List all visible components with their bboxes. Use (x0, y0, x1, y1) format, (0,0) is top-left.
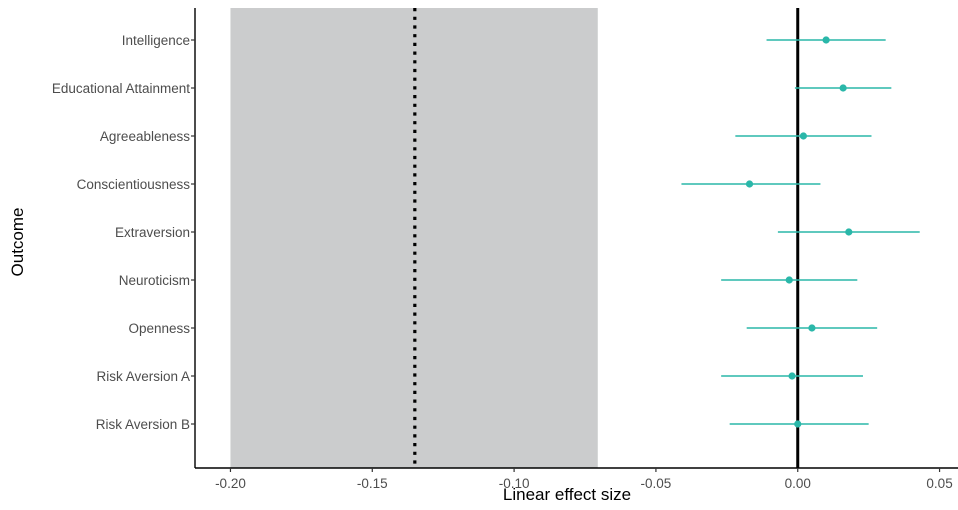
y-tick-label: Openness (128, 321, 190, 336)
shaded-region (230, 8, 598, 468)
estimate-point (785, 276, 793, 284)
y-tick-label: Risk Aversion A (96, 369, 190, 384)
y-tick-label: Conscientiousness (77, 177, 191, 192)
x-tick-label: 0.05 (926, 476, 952, 491)
y-tick-label: Risk Aversion B (96, 417, 190, 432)
estimate-point (794, 420, 802, 428)
y-tick-label: Neuroticism (119, 273, 190, 288)
y-tick-label: Intelligence (122, 33, 190, 48)
estimate-point (799, 132, 808, 140)
estimate-point (745, 180, 754, 188)
estimate-point (839, 84, 847, 92)
x-tick-label: 0.00 (785, 476, 811, 491)
y-tick-label: Agreeableness (100, 129, 190, 144)
x-axis-title: Linear effect size (503, 485, 631, 504)
x-tick-label: -0.20 (215, 476, 246, 491)
x-tick-label: -0.15 (357, 476, 388, 491)
y-tick-label: Extraversion (115, 225, 190, 240)
estimate-point (788, 372, 796, 380)
y-axis-title: Outcome (8, 208, 27, 277)
estimate-point (808, 324, 816, 332)
estimate-point (845, 228, 853, 236)
y-tick-label: Educational Attainment (52, 81, 190, 96)
estimate-point (822, 36, 830, 44)
x-tick-label: -0.10 (499, 476, 530, 491)
x-tick-label: -0.05 (641, 476, 672, 491)
